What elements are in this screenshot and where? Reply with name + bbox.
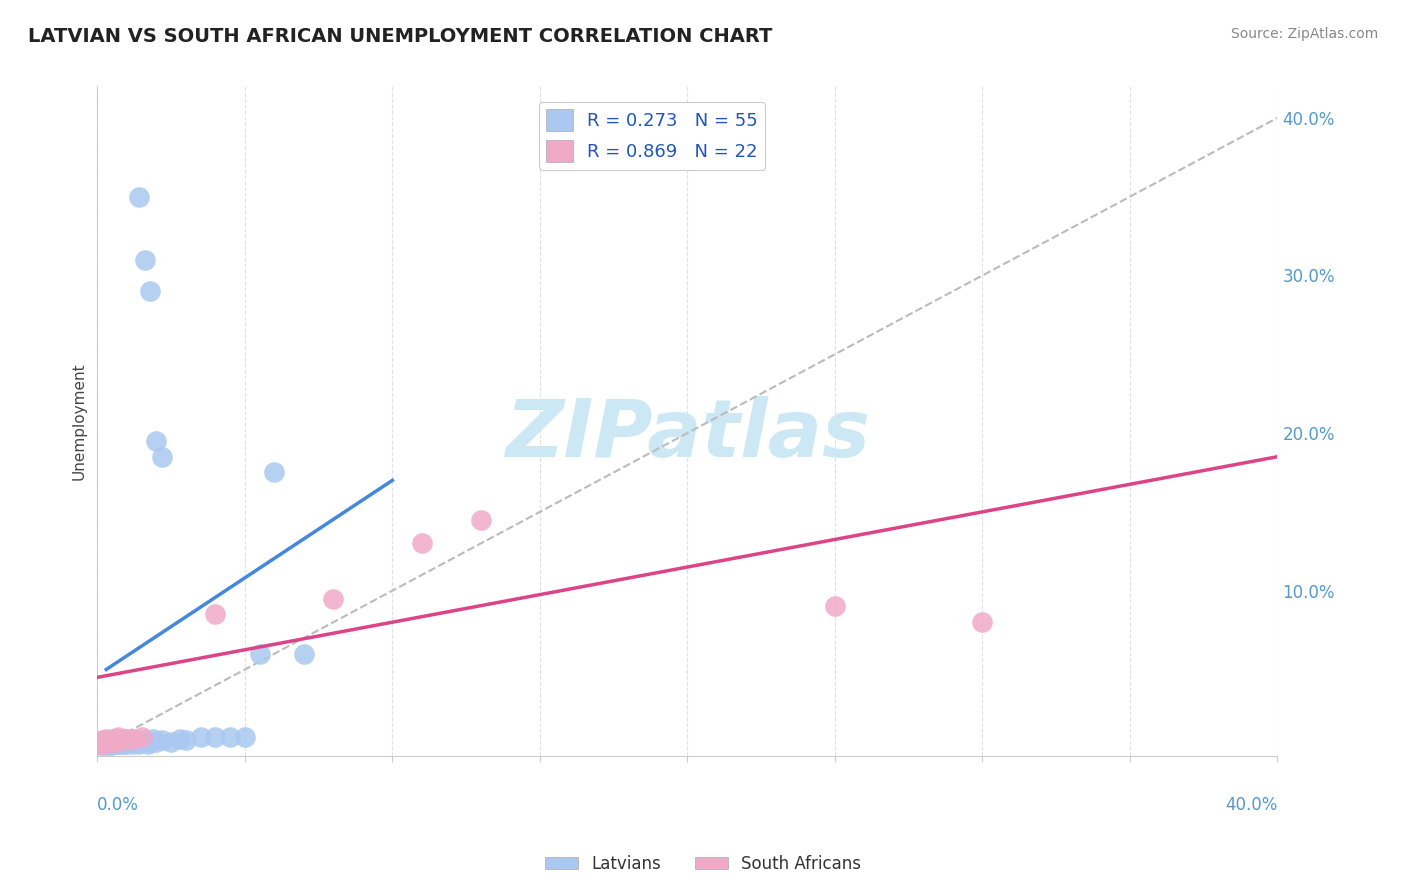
Point [112,731,135,746]
Point [104,735,127,749]
Point [98,735,121,749]
Point [91,737,114,751]
Point [107,731,129,746]
Point [292,647,315,661]
Point [169,731,191,746]
Point [89,738,111,752]
Point [145,434,167,448]
Point [110,733,132,747]
Point [190,731,212,745]
Point [107,737,129,751]
Point [134,733,156,747]
Point [104,737,127,751]
Point [233,731,256,745]
Point [204,731,226,745]
Point [96,735,118,749]
Text: Source: ZipAtlas.com: Source: ZipAtlas.com [1230,27,1378,41]
Point [96,737,118,751]
Point [104,731,127,746]
Point [139,285,162,299]
Point [107,733,129,747]
Point [91,738,114,752]
Point [110,737,132,751]
Point [139,735,162,749]
Point [98,737,121,751]
Legend: Latvians, South Africans: Latvians, South Africans [538,848,868,880]
Text: 40.0%: 40.0% [1225,796,1278,814]
Point [249,647,271,661]
Text: LATVIAN VS SOUTH AFRICAN UNEMPLOYMENT CORRELATION CHART: LATVIAN VS SOUTH AFRICAN UNEMPLOYMENT CO… [28,27,772,45]
Point [121,737,143,751]
Point [219,731,242,745]
Point [101,731,124,746]
Point [101,738,124,752]
Point [101,735,124,749]
Point [160,735,183,749]
Point [91,735,114,749]
Point [174,733,197,747]
Point [322,591,344,606]
Text: 0.0%: 0.0% [97,796,139,814]
Point [128,737,150,751]
Point [91,737,114,751]
Point [150,450,173,464]
Point [115,731,138,746]
Point [115,731,138,746]
Point [110,733,132,747]
Point [107,731,129,745]
Point [204,607,226,622]
Point [121,731,143,746]
Point [89,735,111,749]
Y-axis label: Unemployment: Unemployment [72,362,86,480]
Point [98,733,121,747]
Point [150,733,173,747]
Point [972,615,994,630]
Point [134,252,156,267]
Point [115,737,138,751]
Point [470,513,492,527]
Point [96,738,118,752]
Point [89,737,111,751]
Point [263,466,285,480]
Text: ZIPatlas: ZIPatlas [505,396,870,474]
Point [107,735,129,749]
Point [91,733,114,747]
Point [96,733,118,747]
Legend: R = 0.273   N = 55, R = 0.869   N = 22: R = 0.273 N = 55, R = 0.869 N = 22 [538,102,765,169]
Point [112,733,135,747]
Point [91,733,114,747]
Point [118,735,141,749]
Point [101,733,124,747]
Point [89,737,111,751]
Point [142,731,165,746]
Point [125,733,148,747]
Point [131,731,153,745]
Point [824,599,846,614]
Point [136,737,159,751]
Point [131,735,153,749]
Point [98,738,121,752]
Point [112,737,135,751]
Point [411,536,433,550]
Point [96,731,118,746]
Point [96,735,118,749]
Point [145,735,167,749]
Point [104,735,127,749]
Point [128,189,150,203]
Point [104,733,127,747]
